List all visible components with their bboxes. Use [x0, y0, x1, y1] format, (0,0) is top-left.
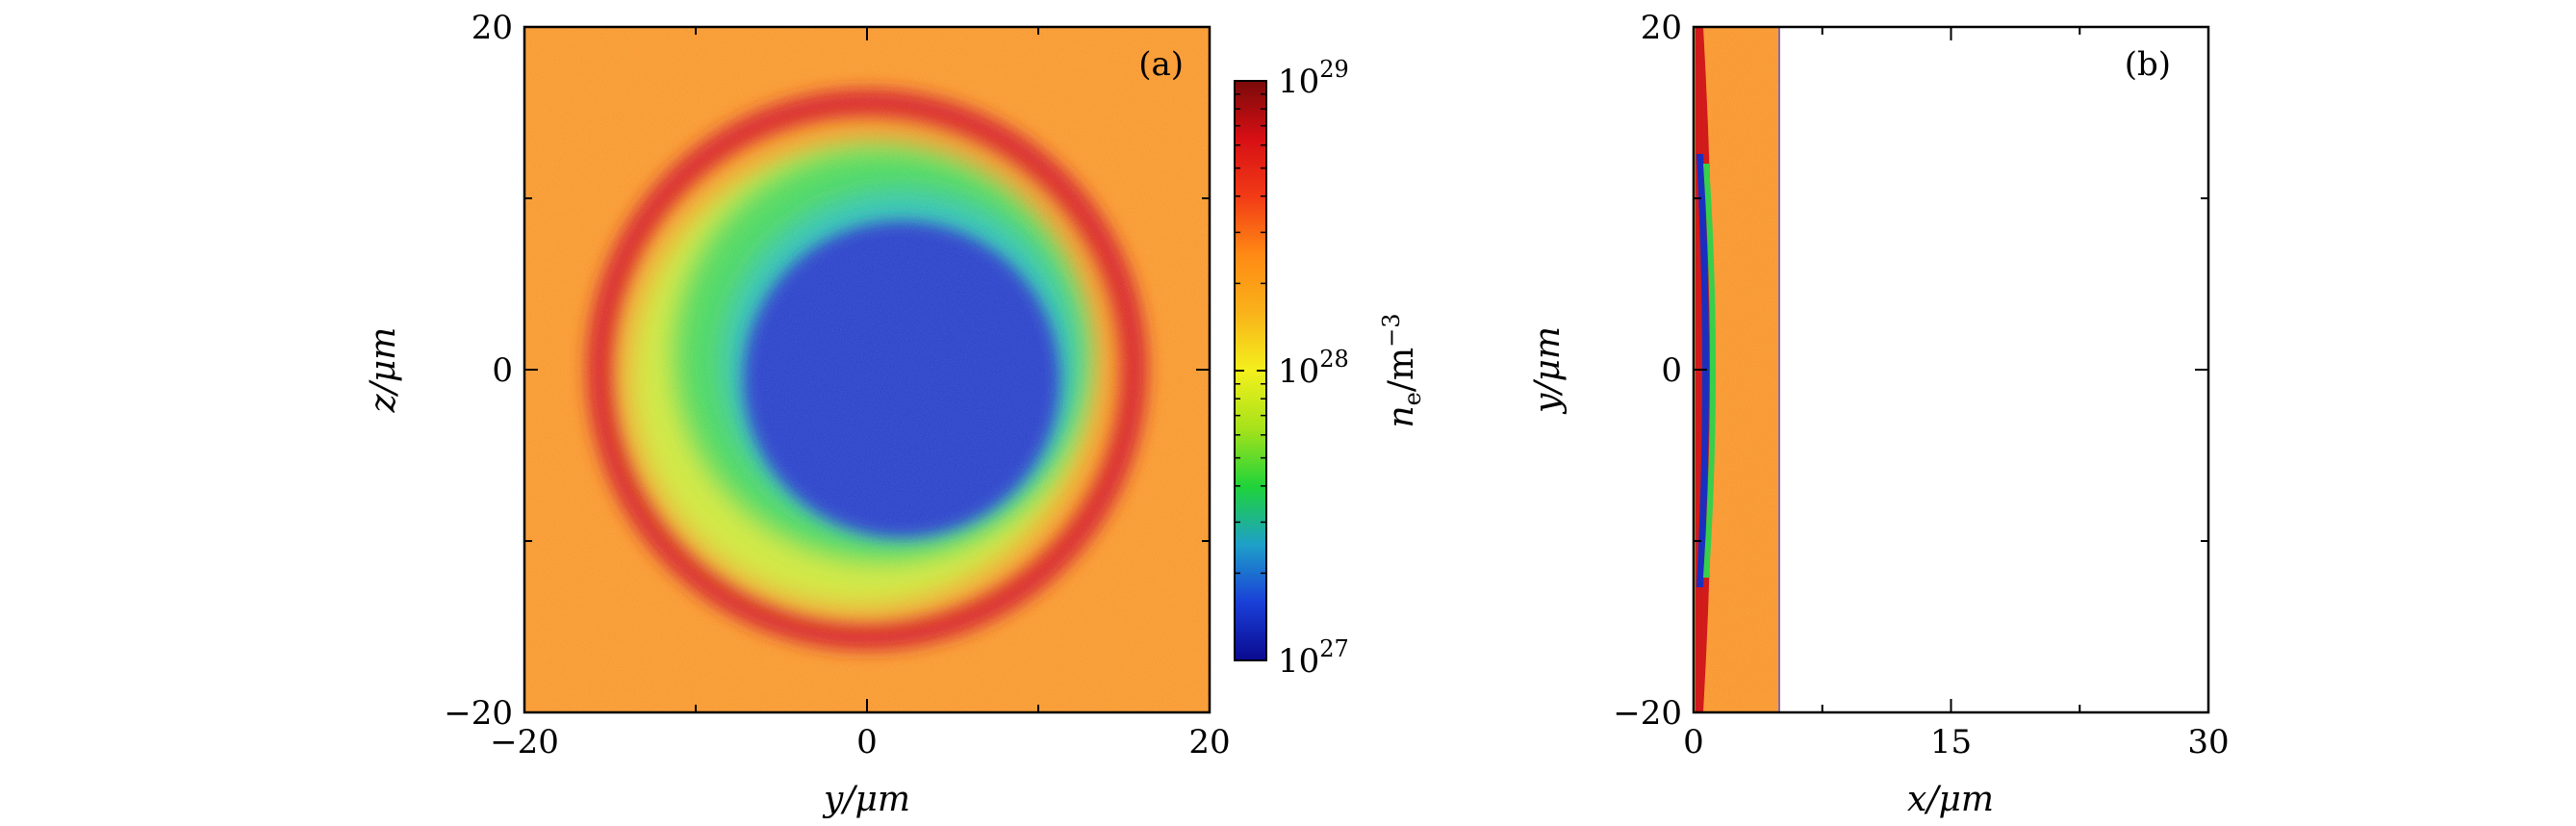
colorbar: 1027 1028 1029 ne/m−3 [1234, 56, 1426, 681]
panel-a-xlabel: y/μm [822, 780, 910, 819]
colorbar-tick-label: 1027 [1278, 635, 1349, 681]
colorbar-tick-labels: 1027 1028 1029 [1278, 56, 1349, 681]
panel-b-label: (b) [2125, 45, 2171, 84]
panel-a-ytick-label: −20 [444, 694, 513, 733]
panel-a-xtick-label: 0 [856, 723, 878, 761]
panel-a-ytick-label: 20 [472, 9, 513, 47]
panel-a-xtick-label: 20 [1188, 723, 1230, 761]
panel-b-xtick-label: 15 [1930, 723, 1972, 761]
panel-b-xtick-label: 30 [2187, 723, 2229, 761]
panel-a-label: (a) [1138, 45, 1184, 84]
panel-a-image [524, 27, 1210, 712]
colorbar-label-unit: /m [1382, 348, 1421, 392]
colorbar-ticks [1235, 80, 1266, 661]
panel-b-ytick-label: 20 [1641, 9, 1682, 47]
panel-b-xlabel: x/μm [1907, 780, 1994, 819]
colorbar-label-main: n [1382, 405, 1421, 427]
panel-a-ytick-label: 0 [492, 351, 513, 390]
colorbar-label-sup: −3 [1378, 313, 1405, 347]
panel-a-tick-labels: −20 0 20 −20 0 20 [444, 9, 1230, 761]
panel-a-ticks [523, 26, 1211, 713]
colorbar-label-sub: e [1399, 392, 1426, 405]
panel-b-ylabel: y/μm [1528, 326, 1568, 415]
noise-overlay [524, 27, 1210, 712]
colorbar-label: ne/m−3 [1378, 313, 1426, 427]
panel-b-image [1694, 27, 2208, 712]
panel-a-heatmap: −20 0 20 −20 0 20 (a) y/μm z/μm [364, 9, 1231, 819]
panel-b-ytick-label: −20 [1613, 694, 1682, 733]
panel-a-ylabel: z/μm [364, 327, 403, 414]
panel-b-xtick-label: 0 [1683, 723, 1704, 761]
panel-b-ytick-label: 0 [1661, 351, 1682, 390]
compressed-front-green [1703, 164, 1716, 578]
panel-b-ticks [1693, 26, 2209, 713]
panel-a-xtick-label: −20 [490, 723, 559, 761]
colorbar-tick-label: 1028 [1278, 346, 1349, 391]
colorbar-tick-label: 1029 [1278, 56, 1349, 101]
